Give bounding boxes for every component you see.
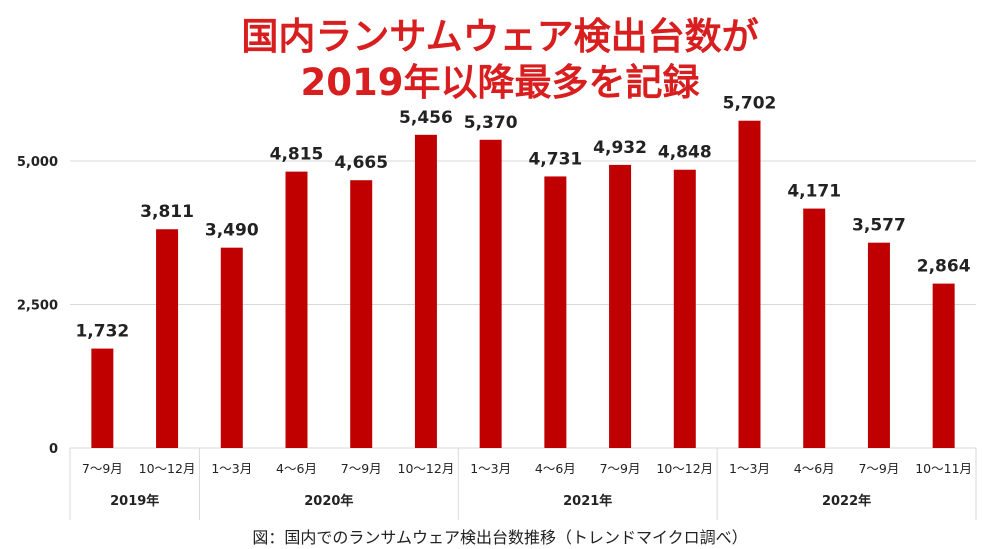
x-tick-label: 10～12月 [139,461,196,476]
data-label: 3,811 [140,202,194,222]
y-tick-label: 5,000 [17,155,58,170]
data-label: 4,815 [270,145,324,165]
x-tick-label: 4～6月 [276,461,317,476]
data-label: 4,665 [334,153,388,173]
data-label: 5,702 [723,94,777,114]
data-label: 4,731 [528,149,582,169]
x-tick-label: 1～3月 [470,461,511,476]
x-group-label: 2022年 [822,493,871,509]
x-tick-label: 10～12月 [398,461,455,476]
bar [285,171,308,448]
y-tick-label: 0 [49,442,58,457]
data-label: 3,490 [205,221,259,241]
bar [479,139,502,448]
bar [350,180,373,448]
x-tick-label: 1～3月 [729,461,770,476]
bar [220,247,243,448]
x-tick-label: 7～9月 [341,461,382,476]
x-tick-label: 7～9月 [82,461,123,476]
bar [673,169,696,448]
bar [91,348,114,448]
chart-caption: 図：国内でのランサムウェア検出台数推移（トレンドマイクロ調べ） [252,528,748,547]
chart-title-line-1: 国内ランサムウェア検出台数が [241,15,759,58]
y-tick-label: 2,500 [17,299,58,314]
bar [867,242,890,448]
x-group-label: 2019年 [110,493,159,509]
bar [414,134,437,448]
data-label: 5,456 [399,108,453,128]
data-label: 5,370 [464,113,518,133]
bar [609,164,632,448]
data-label: 4,848 [658,143,712,163]
bar [156,229,179,448]
bar [738,120,761,448]
bar [932,283,955,448]
x-tick-label: 4～6月 [794,461,835,476]
data-label: 1,732 [75,322,129,342]
chart-title-line-2: 2019年以降最多を記録 [300,61,700,104]
x-tick-label: 7～9月 [600,461,641,476]
x-tick-label: 4～6月 [535,461,576,476]
x-tick-label: 10～12月 [656,461,713,476]
bar [803,208,826,448]
data-label: 2,864 [917,257,971,277]
x-tick-label: 1～3月 [211,461,252,476]
x-tick-label: 7～9月 [858,461,899,476]
x-group-label: 2020年 [304,493,353,509]
bar [544,176,567,448]
data-label: 4,932 [593,138,647,158]
x-group-label: 2021年 [563,493,612,509]
data-label: 3,577 [852,216,906,236]
x-tick-label: 10～11月 [915,461,972,476]
data-label: 4,171 [787,182,841,202]
